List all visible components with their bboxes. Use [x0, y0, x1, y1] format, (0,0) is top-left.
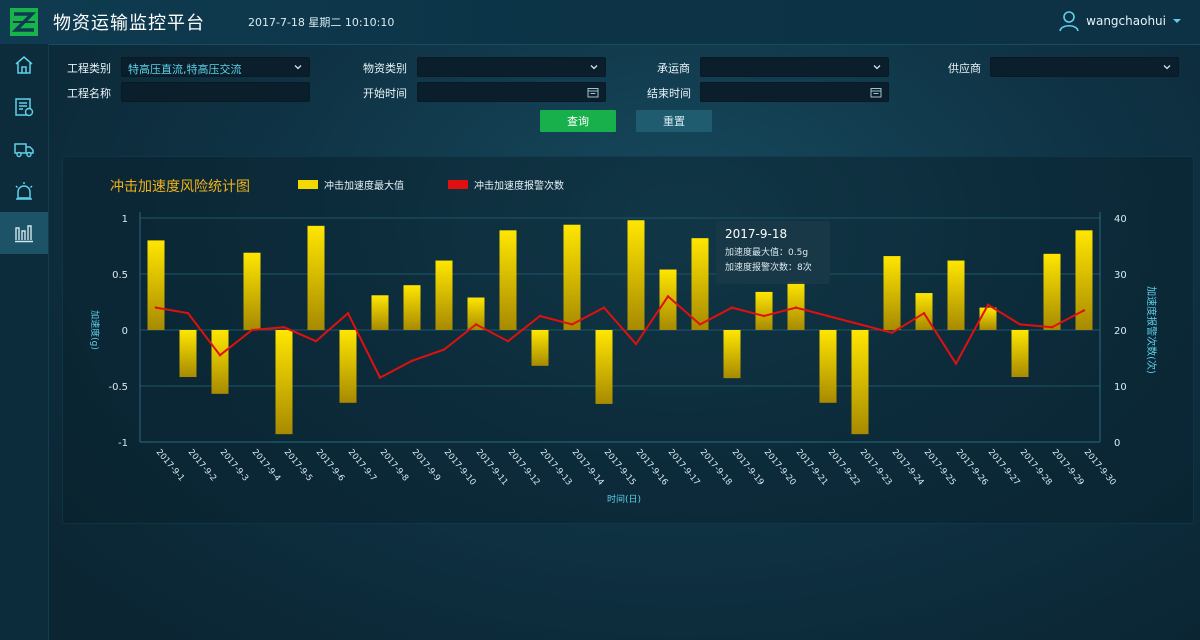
- user-menu[interactable]: wangchaohui: [1058, 10, 1182, 32]
- username: wangchaohui: [1086, 14, 1166, 28]
- tooltip-max: 加速度最大值：0.5g: [725, 248, 809, 258]
- home-icon: [15, 56, 33, 74]
- chevron-down-icon: [1163, 65, 1171, 70]
- caret-down-icon: [1173, 19, 1181, 23]
- user-icon: [1059, 11, 1079, 32]
- legend-label-count: 冲击加速度报警次数: [474, 181, 564, 192]
- chart-tooltip: 2017-9-18 加速度最大值：0.5g 加速度报警次数：8次: [716, 221, 830, 284]
- chart-icon: [15, 225, 33, 243]
- query-button[interactable]: 查询: [540, 110, 616, 132]
- project-type-value: 特高压直流,特高压交流: [128, 63, 242, 76]
- end-time-label: 结束时间: [647, 87, 691, 100]
- top-header: 物资运输监控平台 2017-7-18 星期二 10:10:10 wangchao…: [0, 0, 1200, 45]
- alarm-icon: [15, 182, 33, 200]
- carrier-select[interactable]: [700, 57, 889, 77]
- tooltip-count: 加速度报警次数：8次: [725, 263, 812, 273]
- project-type-select[interactable]: 特高压直流,特高压交流: [121, 57, 310, 77]
- project-type-label: 工程类别: [67, 62, 111, 75]
- calendar-icon[interactable]: [587, 87, 599, 98]
- report-icon: [15, 98, 34, 117]
- legend-item-max[interactable]: 冲击加速度最大值: [298, 177, 404, 192]
- nav-transport[interactable]: [0, 128, 48, 170]
- legend-item-count[interactable]: 冲击加速度报警次数: [448, 177, 564, 192]
- project-name-input[interactable]: [121, 82, 310, 102]
- tooltip-date: 2017-9-18: [725, 227, 788, 241]
- material-type-select[interactable]: [417, 57, 606, 77]
- supplier-select[interactable]: [990, 57, 1179, 77]
- carrier-label: 承运商: [657, 62, 690, 75]
- chart-panel: [62, 156, 1194, 524]
- project-name-label: 工程名称: [67, 87, 111, 100]
- truck-icon: [14, 143, 34, 158]
- calendar-icon[interactable]: [870, 87, 882, 98]
- start-time-input[interactable]: [417, 82, 606, 102]
- logo-icon: [10, 8, 38, 36]
- nav-statistics[interactable]: [0, 212, 48, 254]
- end-time-input[interactable]: [700, 82, 889, 102]
- start-time-label: 开始时间: [363, 87, 407, 100]
- app-title: 物资运输监控平台: [53, 13, 205, 34]
- chevron-down-icon: [873, 65, 881, 70]
- material-type-label: 物资类别: [363, 62, 407, 75]
- chart-title: 冲击加速度风险统计图: [110, 179, 250, 195]
- legend-swatch-line: [448, 180, 468, 189]
- chevron-down-icon: [294, 65, 302, 70]
- reset-button[interactable]: 重置: [636, 110, 712, 132]
- supplier-label: 供应商: [948, 62, 981, 75]
- nav-alarm[interactable]: [0, 170, 48, 212]
- sidebar: [0, 44, 49, 640]
- legend-swatch-bar: [298, 180, 318, 189]
- nav-home[interactable]: [0, 44, 48, 86]
- current-datetime: 2017-7-18 星期二 10:10:10: [248, 16, 395, 29]
- nav-report[interactable]: [0, 86, 48, 128]
- chevron-down-icon: [590, 65, 598, 70]
- legend-label-max: 冲击加速度最大值: [324, 181, 404, 192]
